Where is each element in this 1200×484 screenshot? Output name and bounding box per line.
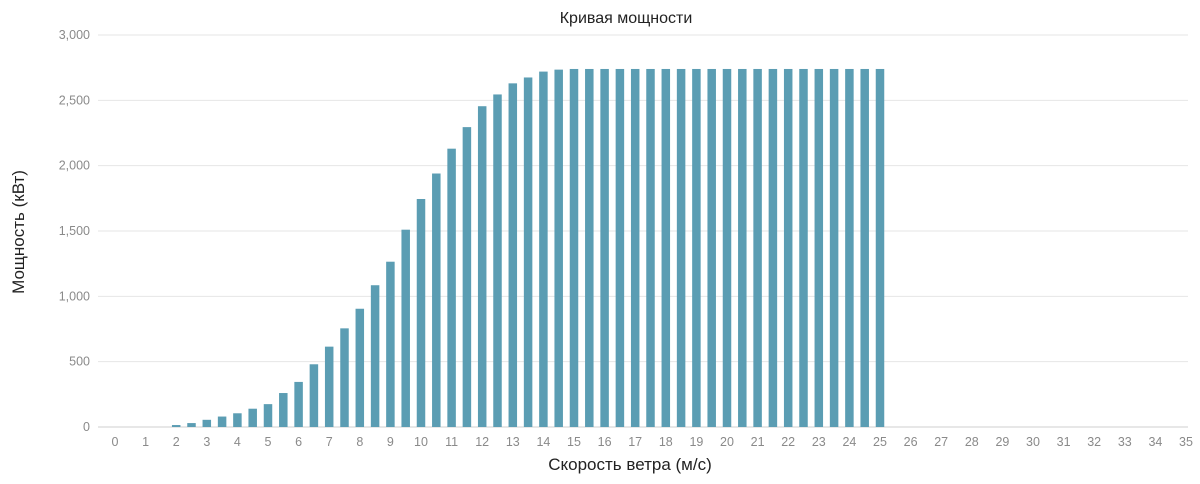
y-tick-label: 1,000 [59, 289, 90, 303]
bar [309, 364, 319, 427]
x-tick-label: 26 [904, 435, 918, 449]
bar [340, 328, 349, 427]
y-tick-label: 1,500 [59, 224, 90, 238]
x-tick-label: 35 [1179, 435, 1193, 449]
bar [845, 68, 854, 427]
x-axis-label: Скорость ветра (м/с) [548, 455, 712, 474]
bar [447, 148, 456, 427]
bar [401, 229, 410, 427]
gridlines [98, 34, 1188, 428]
bar [355, 308, 365, 427]
bar [477, 106, 487, 428]
x-tick-label: 5 [265, 435, 272, 449]
x-tick-label: 20 [720, 435, 734, 449]
x-tick-label: 31 [1057, 435, 1071, 449]
bar [279, 393, 288, 427]
x-tick-label: 4 [234, 435, 241, 449]
bar [738, 68, 747, 427]
x-tick-label: 3 [203, 435, 210, 449]
bar [630, 68, 640, 427]
x-tick-label: 21 [751, 435, 765, 449]
bar [493, 94, 502, 427]
bar [432, 173, 441, 427]
x-tick-label: 8 [356, 435, 363, 449]
y-axis-ticks: 0 500 1,000 1,500 2,000 2,500 3,000 [59, 28, 90, 434]
x-tick-label: 27 [934, 435, 948, 449]
bar [187, 423, 196, 427]
bar [692, 68, 701, 427]
x-tick-label: 19 [689, 435, 703, 449]
x-tick-label: 24 [842, 435, 856, 449]
bar [416, 198, 426, 427]
x-tick-label: 30 [1026, 435, 1040, 449]
x-tick-label: 2 [173, 435, 180, 449]
bar [462, 127, 472, 428]
bar [554, 69, 563, 427]
bar [585, 68, 594, 427]
x-tick-label: 14 [536, 435, 550, 449]
x-tick-label: 11 [445, 435, 458, 449]
x-tick-label: 34 [1148, 435, 1162, 449]
chart-title: Кривая мощности [560, 10, 693, 27]
x-tick-label: 22 [781, 435, 795, 449]
bar [202, 419, 212, 427]
x-tick-label: 23 [812, 435, 826, 449]
y-tick-label: 500 [69, 355, 90, 369]
y-axis-label: Мощность (кВт) [9, 170, 28, 294]
bar [386, 261, 395, 427]
y-tick-label: 3,000 [59, 28, 90, 42]
bar [768, 68, 778, 427]
bar [294, 381, 303, 427]
bar [263, 404, 273, 427]
bar [722, 68, 732, 427]
x-tick-label: 0 [112, 435, 119, 449]
bar [171, 425, 181, 427]
x-tick-label: 33 [1118, 435, 1132, 449]
x-tick-label: 13 [506, 435, 520, 449]
bar [217, 416, 227, 427]
x-tick-label: 6 [295, 435, 302, 449]
x-tick-label: 1 [142, 435, 149, 449]
x-tick-label: 15 [567, 435, 581, 449]
bar [676, 68, 686, 427]
bar [860, 68, 869, 427]
bar [814, 68, 824, 427]
x-tick-label: 16 [598, 435, 612, 449]
bar [707, 68, 716, 427]
x-tick-label: 7 [326, 435, 333, 449]
bar [523, 77, 533, 427]
x-tick-label: 29 [995, 435, 1009, 449]
y-tick-label: 0 [83, 420, 90, 434]
x-tick-label: 18 [659, 435, 673, 449]
bar [569, 68, 579, 427]
bar [783, 68, 793, 427]
bar [233, 413, 242, 427]
x-axis-ticks: 0 1 2 3 4 5 6 7 8 9 10 11 12 13 14 15 16 17 18 19 20 21 22 23 24… [112, 435, 1193, 449]
x-tick-label: 17 [628, 435, 642, 449]
bar [799, 68, 808, 427]
bar [600, 68, 609, 427]
bar [615, 68, 625, 427]
bar [539, 71, 548, 427]
bar [753, 68, 762, 427]
bar [875, 68, 885, 427]
bar [661, 68, 671, 427]
x-tick-label: 25 [873, 435, 887, 449]
x-tick-label: 12 [475, 435, 489, 449]
x-tick-label: 10 [414, 435, 428, 449]
bar [646, 68, 655, 427]
y-tick-label: 2,000 [59, 159, 90, 173]
x-tick-label: 9 [387, 435, 394, 449]
bar [248, 408, 257, 427]
bars [171, 68, 885, 428]
bar [324, 346, 334, 427]
bar [508, 83, 518, 427]
bar [829, 68, 839, 427]
y-tick-label: 2,500 [59, 93, 90, 107]
x-tick-label: 28 [965, 435, 979, 449]
bar [370, 285, 380, 427]
x-tick-label: 32 [1087, 435, 1101, 449]
